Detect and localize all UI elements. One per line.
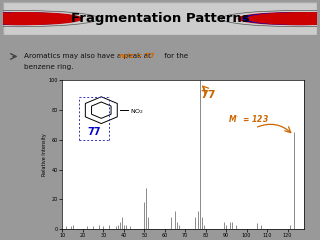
Text: m/z = 77: m/z = 77 <box>119 54 155 60</box>
Text: Fragmentation Patterns: Fragmentation Patterns <box>71 12 249 25</box>
Text: for the: for the <box>162 54 188 60</box>
Text: M$^\cdot$ = 123: M$^\cdot$ = 123 <box>228 113 269 124</box>
Text: 77: 77 <box>87 127 100 138</box>
Text: 77: 77 <box>201 90 216 100</box>
Circle shape <box>238 13 320 24</box>
Circle shape <box>0 13 77 24</box>
FancyBboxPatch shape <box>3 2 317 35</box>
Circle shape <box>243 13 320 24</box>
Y-axis label: Relative Intensity: Relative Intensity <box>43 133 47 176</box>
Text: benzene ring.: benzene ring. <box>24 64 73 70</box>
Text: NO$_2$: NO$_2$ <box>130 107 144 116</box>
Text: Aromatics may also have a peak at: Aromatics may also have a peak at <box>24 54 153 60</box>
Circle shape <box>0 13 72 24</box>
Circle shape <box>0 13 82 24</box>
Circle shape <box>248 13 320 24</box>
